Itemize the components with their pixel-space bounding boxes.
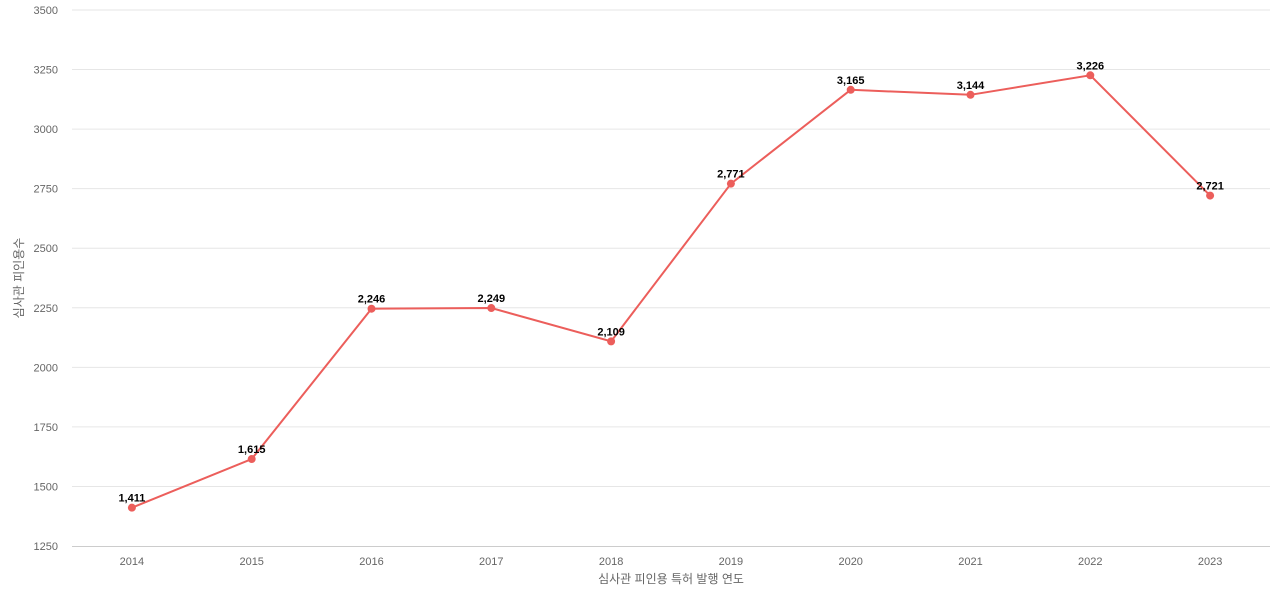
data-point (846, 85, 855, 94)
data-label: 2,246 (358, 294, 386, 306)
y-tick-label: 3000 (34, 124, 58, 136)
x-tick-label: 2020 (838, 556, 862, 568)
x-axis-title: 심사관 피인용 특허 발행 연도 (598, 571, 744, 586)
y-tick-label: 2000 (34, 362, 58, 374)
data-point (966, 90, 975, 99)
y-tick-label: 3500 (34, 5, 58, 17)
data-label: 2,721 (1196, 181, 1224, 193)
data-label: 3,226 (1077, 60, 1105, 72)
x-tick-label: 2021 (958, 556, 982, 568)
data-point (127, 503, 136, 512)
data-point (1086, 71, 1095, 80)
data-label: 3,144 (957, 80, 985, 92)
x-tick-label: 2023 (1198, 556, 1222, 568)
x-tick-label: 2017 (479, 556, 503, 568)
data-label: 2,249 (478, 293, 506, 305)
x-tick-label: 2014 (120, 556, 144, 568)
y-axis-ticks: 1250 1500 1750 2000 2250 2500 2750 3000 3250 3500 (34, 5, 58, 553)
y-axis-title: 심사관 피인용수 (12, 238, 26, 319)
y-tick-label: 2250 (34, 303, 58, 315)
x-axis-ticks: 2014 2015 2016 2017 2018 2019 2020 2021 2022 2023 (120, 556, 1223, 568)
data-point (607, 337, 616, 346)
y-tick-label: 2500 (34, 243, 58, 255)
series-line (131, 74, 1211, 509)
x-tick-label: 2022 (1078, 556, 1102, 568)
y-tick-label: 1500 (34, 481, 58, 493)
data-point (367, 304, 376, 313)
data-label: 2,109 (597, 326, 625, 338)
data-point (247, 455, 256, 464)
y-tick-label: 1750 (34, 422, 58, 434)
data-point (487, 304, 496, 313)
data-point (726, 179, 735, 188)
data-label: 2,771 (717, 169, 745, 181)
data-label: 3,165 (837, 75, 865, 87)
grid-lines (72, 9, 1270, 487)
data-markers (127, 71, 1215, 512)
data-labels: 1,411 1,615 2,246 2,249 2,109 2,771 3,165 3,144… (118, 60, 1223, 504)
x-tick-label: 2019 (719, 556, 743, 568)
data-label: 1,411 (118, 493, 145, 505)
x-tick-label: 2015 (239, 556, 263, 568)
data-point (1206, 191, 1215, 200)
x-tick-label: 2018 (599, 556, 623, 568)
y-tick-label: 1250 (34, 541, 58, 553)
y-tick-label: 2750 (34, 184, 58, 196)
data-label: 1,615 (238, 444, 266, 456)
x-tick-label: 2016 (359, 556, 383, 568)
y-tick-label: 3250 (34, 65, 58, 77)
